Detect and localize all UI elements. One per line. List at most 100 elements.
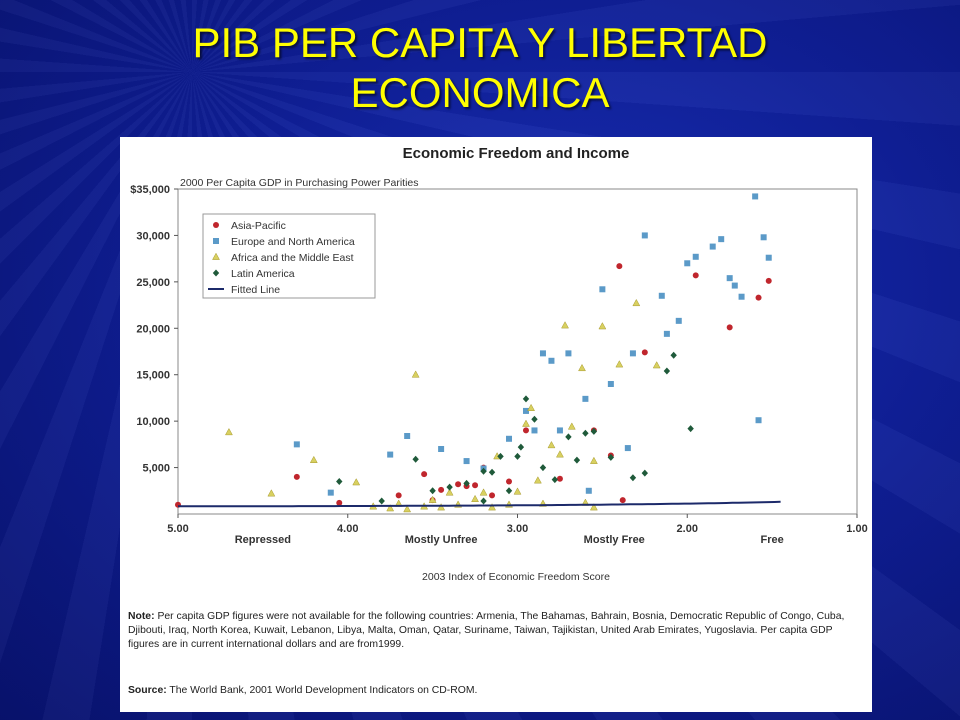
y-tick-label: 25,000 [136,277,170,289]
point-latin-america [531,415,538,423]
point-asia-pacific [556,475,563,482]
point-europe-and-north-america [327,489,334,496]
point-asia-pacific [455,481,462,488]
x-category-label: Free [761,534,784,546]
x-tick-label: 1.00 [846,523,867,535]
chart-panel: Economic Freedom and Income 2000 Per Cap… [120,137,872,712]
point-latin-america [573,456,581,464]
legend-label-africa-and-the-middle-east: Africa and the Middle East [231,252,354,264]
point-europe-and-north-america [692,253,699,260]
x-tick-label: 3.00 [507,523,528,535]
point-latin-america [497,452,504,460]
point-europe-and-north-america [582,395,589,402]
legend-box [202,213,376,299]
chart-source: Source: The World Bank, 2001 World Devel… [128,685,477,696]
point-africa-and-the-middle-east [578,363,586,372]
point-europe-and-north-america [709,243,716,250]
point-latin-america [378,497,385,505]
x-category-label: Repressed [235,534,291,546]
point-asia-pacific [489,492,496,499]
point-europe-and-north-america [599,286,606,293]
point-europe-and-north-america [658,292,665,299]
point-africa-and-the-middle-east [652,361,661,369]
point-africa-and-the-middle-east [632,298,641,307]
point-africa-and-the-middle-east [386,504,395,512]
point-europe-and-north-america [522,407,529,414]
point-africa-and-the-middle-east [403,505,412,513]
point-latin-america [629,474,637,482]
point-asia-pacific [336,499,343,506]
point-africa-and-the-middle-east [471,494,479,502]
point-europe-and-north-america [760,234,767,241]
x-category-label: Mostly Free [584,534,645,546]
point-latin-america [488,468,496,476]
point-africa-and-the-middle-east [522,419,530,427]
point-europe-and-north-america [438,446,445,452]
point-africa-and-the-middle-east [547,440,556,449]
x-axis-label: 2003 Index of Economic Freedom Score [422,571,610,583]
point-latin-america [582,429,589,437]
point-latin-america [429,487,436,495]
point-asia-pacific [421,471,428,478]
x-tick-label: 5.00 [167,523,188,535]
point-asia-pacific [522,427,529,434]
point-africa-and-the-middle-east [513,487,522,495]
point-europe-and-north-america [463,458,470,465]
point-europe-and-north-america [738,293,745,300]
legend: Asia-Pacific Europe and North America Afri… [202,213,376,299]
y-axis-label: 2000 Per Capita GDP in Purchasing Power … [180,177,419,189]
point-latin-america [687,425,694,433]
point-latin-america [446,483,453,491]
point-latin-america [480,497,487,505]
fitted-line [178,500,781,508]
y-tick-label: 15,000 [136,370,170,382]
point-europe-and-north-america [548,357,555,364]
point-latin-america [670,351,677,359]
chart-title: Economic Freedom and Income [403,145,630,162]
y-tick-label: 5,000 [142,463,170,475]
point-latin-america [663,367,671,375]
point-latin-america [522,395,530,403]
point-asia-pacific [438,486,445,493]
point-africa-and-the-middle-east [488,503,496,511]
point-asia-pacific [726,324,733,331]
point-latin-america [517,443,525,451]
point-latin-america [480,467,487,475]
y-tick-label: 10,000 [136,416,170,428]
slide-title-line-2: ECONOMICA [350,69,610,116]
point-africa-and-the-middle-east [527,403,536,411]
point-latin-america [551,476,559,484]
point-africa-and-the-middle-east [267,489,276,497]
point-latin-america [514,452,521,460]
point-africa-and-the-middle-east [428,495,437,503]
point-latin-america [505,487,513,495]
point-africa-and-the-middle-east [445,488,454,496]
point-europe-and-north-america [752,193,759,200]
legend-label-latin-america: Latin America [231,268,295,280]
point-africa-and-the-middle-east [309,455,318,463]
x-tick-label: 4.00 [337,523,358,535]
point-africa-and-the-middle-east [437,503,446,511]
point-europe-and-north-america [531,427,538,434]
legend-label-europe-and-north-america: Europe and North America [231,236,355,248]
scatter-chart: Economic Freedom and Income 2000 Per Cap… [130,145,867,583]
point-europe-and-north-america [755,417,762,424]
y-tick-label: 20,000 [136,323,170,335]
note-label: Note: [128,611,155,622]
point-europe-and-north-america [539,350,546,357]
y-tick-label: $35,000 [130,184,170,196]
point-asia-pacific [619,497,626,504]
point-asia-pacific [616,263,623,270]
x-category-label: Mostly Unfree [405,534,478,546]
slide-title: PIB PER CAPITA Y LIBERTAD ECONOMICA [0,18,960,118]
point-europe-and-north-america [585,487,592,494]
point-africa-and-the-middle-east [615,360,624,368]
point-asia-pacific [765,277,772,284]
point-latin-america [336,478,343,485]
point-europe-and-north-america [663,330,670,337]
point-asia-pacific [472,482,479,489]
legend-swatch-europe-and-north-america [213,238,219,244]
point-asia-pacific [755,294,762,301]
point-africa-and-the-middle-east [561,321,569,329]
point-europe-and-north-america [629,350,636,357]
